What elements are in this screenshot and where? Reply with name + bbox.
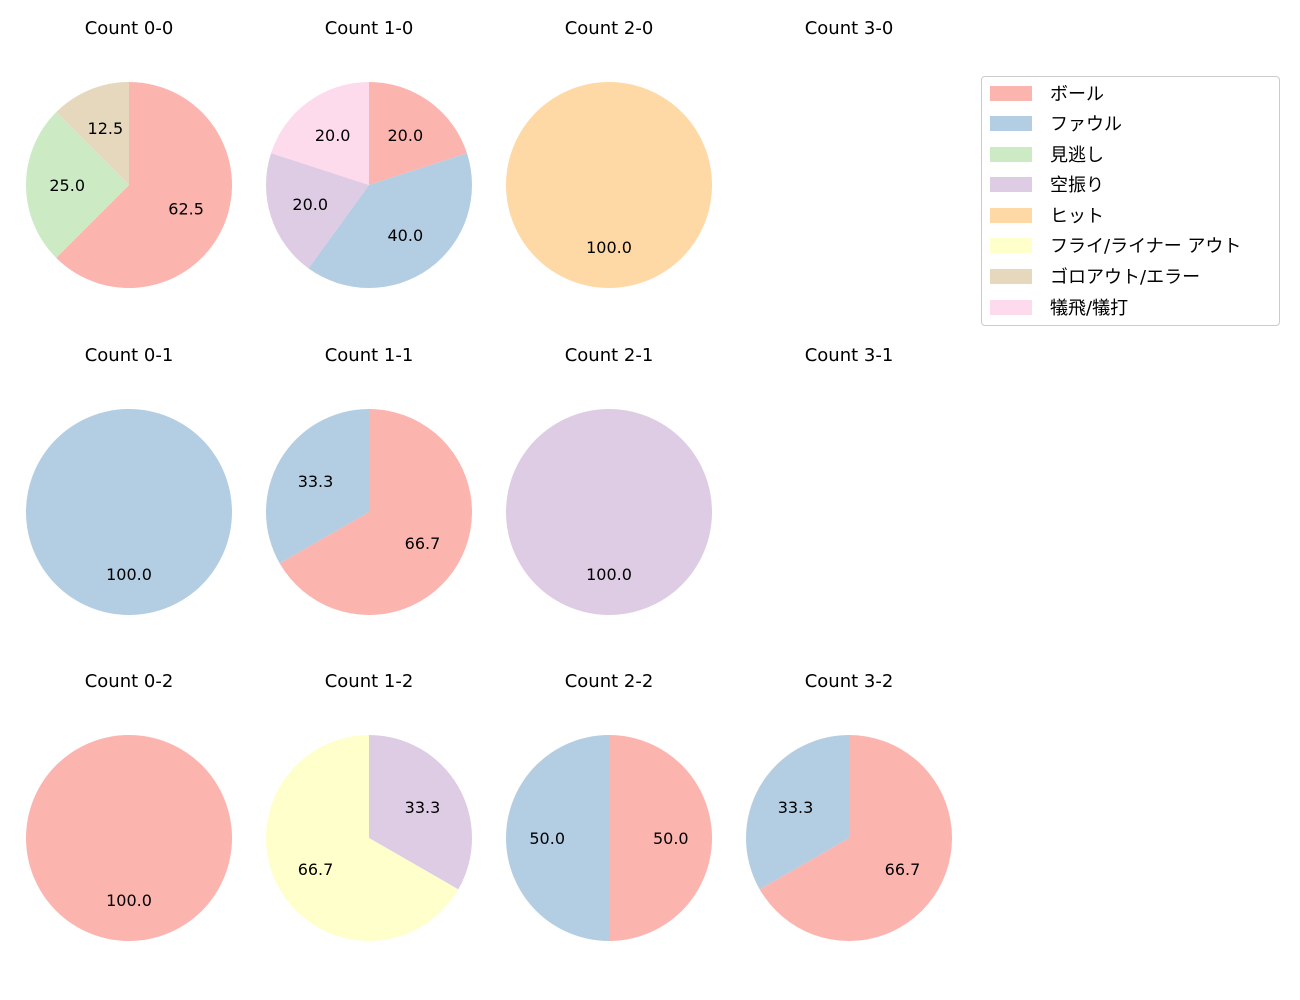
pie-chart: 62.5 25.0 12.5	[26, 82, 232, 288]
slice-value-label: 12.5	[88, 119, 124, 138]
pie-slice	[26, 735, 232, 941]
legend-swatch	[990, 115, 1032, 131]
slice-value-label: 100.0	[586, 565, 632, 584]
legend-item: ヒット	[990, 203, 1104, 227]
legend-label: ゴロアウト/エラー	[1050, 267, 1201, 288]
legend-label: 見逃し	[1050, 145, 1104, 166]
pie-title: Count 0-2	[84, 671, 174, 692]
pie-chart: 66.7 33.3	[746, 735, 952, 941]
pie-slice	[369, 735, 472, 890]
pie-slice	[506, 82, 712, 288]
legend-label: フライ/ライナー アウト	[1050, 236, 1242, 257]
pie-chart: 33.3 66.7	[266, 735, 472, 941]
slice-value-label: 33.3	[298, 472, 334, 491]
pie-chart: 100.0	[506, 409, 712, 615]
slice-value-label: 66.7	[405, 534, 441, 553]
legend-item: ファウル	[990, 111, 1122, 135]
chart-legend: ボール ファウル 見逃し 空振り ヒット フライ/ライナー アウト ゴロアウト/…	[981, 76, 1280, 326]
pie-title: Count 3-1	[804, 345, 894, 366]
pie-slice	[56, 82, 130, 185]
slice-value-label: 20.0	[292, 195, 328, 214]
legend-label: ボール	[1050, 84, 1104, 105]
slice-value-label: 50.0	[653, 829, 689, 848]
pie-slice	[279, 409, 472, 615]
legend-label: 犠飛/犠打	[1050, 298, 1129, 319]
pie-title: Count 0-1	[84, 345, 174, 366]
slice-value-label: 66.7	[885, 860, 921, 879]
pie-chart: 100.0	[26, 409, 232, 615]
legend-swatch	[990, 85, 1032, 101]
pie-title: Count 1-1	[324, 345, 414, 366]
pie-slice	[759, 735, 952, 941]
pie-slice	[746, 735, 849, 890]
legend-swatch	[990, 268, 1032, 284]
slice-value-label: 40.0	[388, 226, 424, 245]
slice-value-label: 100.0	[106, 565, 152, 584]
legend-item: フライ/ライナー アウト	[990, 233, 1241, 257]
pie-title: Count 3-0	[804, 18, 894, 39]
pie-slice	[369, 82, 467, 185]
pie-slice	[506, 409, 712, 615]
slice-value-label: 66.7	[298, 860, 334, 879]
pie-title: Count 2-0	[564, 18, 654, 39]
pie-slice	[26, 112, 129, 258]
legend-label: ファウル	[1050, 114, 1122, 135]
pie-slice	[506, 735, 609, 941]
legend-swatch	[990, 299, 1032, 315]
legend-item: 犠飛/犠打	[990, 295, 1128, 319]
pie-slice	[56, 82, 232, 288]
pie-slice	[26, 409, 232, 615]
pie-slice	[266, 735, 459, 941]
legend-item: ボール	[990, 81, 1104, 105]
pie-chart: 66.7 33.3	[266, 409, 472, 615]
legend-swatch	[990, 237, 1032, 253]
pie-chart: 50.0 50.0	[506, 735, 712, 941]
pie-chart: 20.0 40.0 20.0 20.0	[266, 82, 472, 288]
slice-value-label: 25.0	[49, 176, 85, 195]
legend-label: ヒット	[1050, 206, 1104, 227]
pie-title: Count 1-0	[324, 18, 414, 39]
slice-value-label: 20.0	[315, 126, 351, 145]
slice-value-label: 50.0	[529, 829, 565, 848]
slice-value-label: 33.3	[778, 798, 814, 817]
pie-slice	[609, 735, 712, 941]
legend-swatch	[990, 176, 1032, 192]
legend-swatch	[990, 207, 1032, 223]
slice-value-label: 100.0	[106, 891, 152, 910]
legend-item: 見逃し	[990, 142, 1104, 166]
legend-label: 空振り	[1050, 175, 1104, 196]
slice-value-label: 100.0	[586, 238, 632, 257]
slice-value-label: 62.5	[168, 200, 204, 219]
pie-title: Count 1-2	[324, 671, 414, 692]
pie-title: Count 2-2	[564, 671, 654, 692]
pie-title: Count 2-1	[564, 345, 654, 366]
legend-item: 空振り	[990, 172, 1104, 196]
pie-slice	[266, 409, 369, 564]
pie-title: Count 3-2	[804, 671, 894, 692]
slice-value-label: 20.0	[388, 126, 424, 145]
pie-slice	[266, 153, 369, 269]
slice-value-label: 33.3	[405, 798, 441, 817]
pie-slice	[308, 153, 472, 288]
pie-slice	[271, 82, 369, 185]
legend-swatch	[990, 146, 1032, 162]
pie-title: Count 0-0	[84, 18, 174, 39]
pie-chart: 100.0	[506, 82, 712, 288]
legend-item: ゴロアウト/エラー	[990, 264, 1200, 288]
pie-chart: 100.0	[26, 735, 232, 941]
